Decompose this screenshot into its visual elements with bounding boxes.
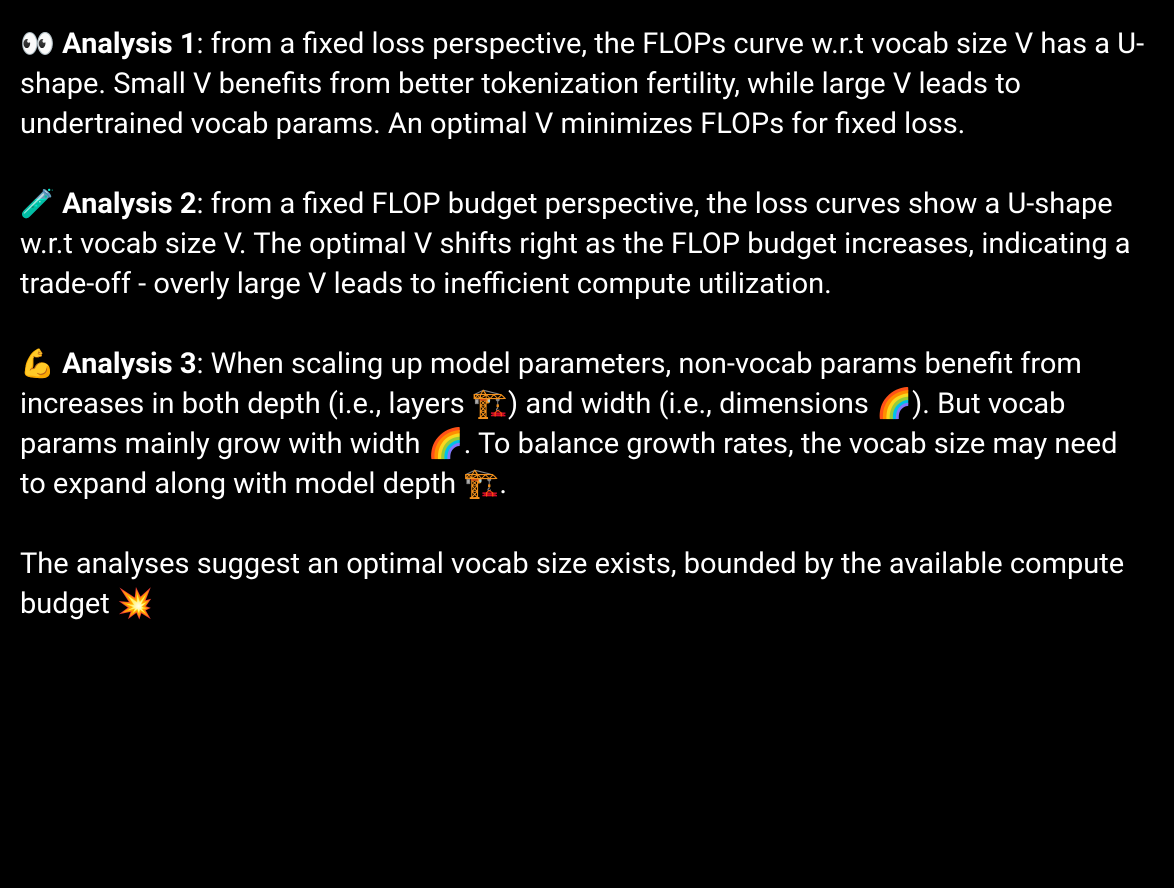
test-tube-emoji: 🧪 <box>20 187 55 220</box>
analysis-paragraph-2: 🧪 Analysis 2: from a fixed FLOP budget p… <box>20 184 1150 304</box>
analysis-paragraph-3: 💪 Analysis 3: When scaling up model para… <box>20 344 1150 504</box>
analysis-1-heading: Analysis 1 <box>62 27 196 61</box>
conclusion-body: The analyses suggest an optimal vocab si… <box>20 547 1124 621</box>
eyes-emoji: 👀 <box>20 27 55 60</box>
analysis-paragraph-1: 👀 Analysis 1: from a fixed loss perspect… <box>20 24 1150 144</box>
analysis-2-heading: Analysis 2 <box>62 187 196 221</box>
conclusion-paragraph: The analyses suggest an optimal vocab si… <box>20 544 1150 624</box>
analysis-3-heading: Analysis 3 <box>62 347 196 381</box>
flexed-biceps-emoji: 💪 <box>20 347 55 380</box>
